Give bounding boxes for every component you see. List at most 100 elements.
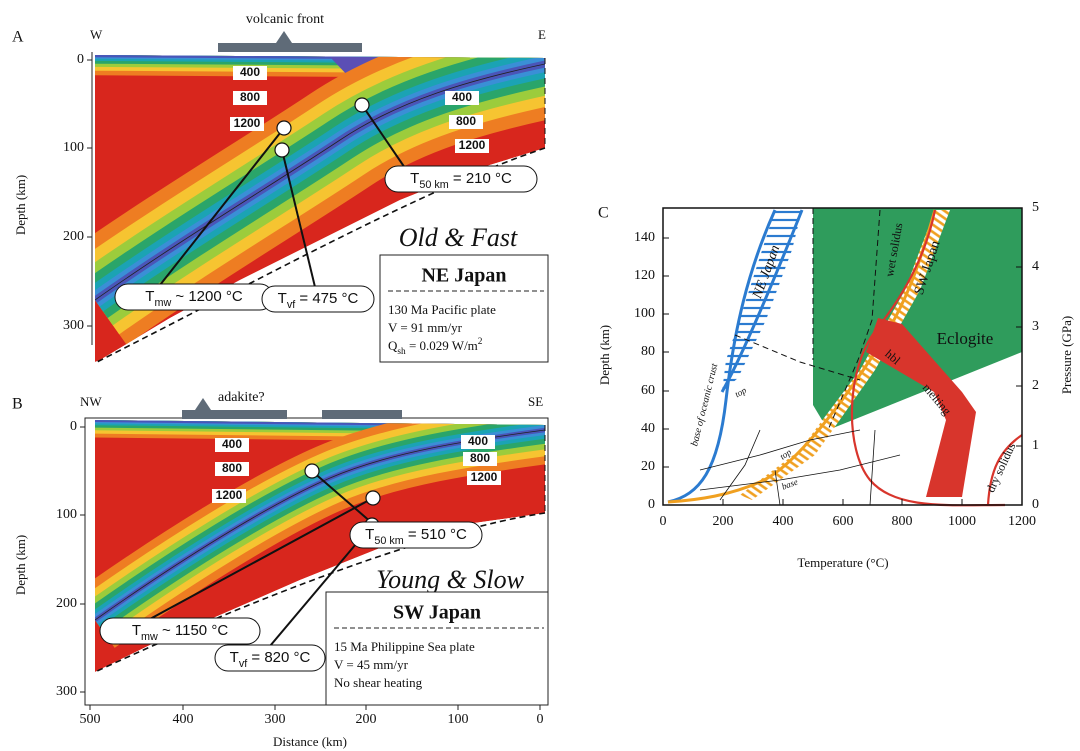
callout-text-part: T <box>278 290 287 307</box>
y-tick-label: 200 <box>63 229 84 244</box>
y2-tick-label: 4 <box>1032 259 1039 274</box>
panel-label: B <box>12 396 23 413</box>
slab-contour-label: 400 <box>452 90 472 104</box>
arc-bar <box>182 410 287 419</box>
x-tick-label: 200 <box>356 712 377 727</box>
region-label: base <box>780 477 799 492</box>
slab-contour-label: 400 <box>468 434 488 448</box>
direction-label: W <box>90 27 103 42</box>
callout-text-part: 50 km <box>374 535 403 547</box>
callout-text-part: = 210 °C <box>449 170 512 187</box>
direction-label: E <box>538 27 546 42</box>
y-tick-label: 300 <box>63 318 84 333</box>
y-axis-label: Depth (km) <box>597 325 612 385</box>
callout-text-part: T <box>132 622 141 639</box>
y-tick-label: 80 <box>641 344 655 359</box>
info-line-part: V = 45 mm/yr <box>334 657 409 672</box>
panel-label: C <box>598 205 609 222</box>
x-tick-label: 1000 <box>948 514 976 529</box>
y2-axis-label: Pressure (GPa) <box>1059 316 1074 394</box>
y-tick-label: 120 <box>634 268 655 283</box>
x-tick-label: 400 <box>173 712 194 727</box>
regime-label: Old & Fast <box>399 223 518 252</box>
y2-tick-label: 5 <box>1032 200 1039 215</box>
y-tick-label: 60 <box>641 383 655 398</box>
y-tick-label: 100 <box>63 140 84 155</box>
callout-text-part: T <box>145 288 154 305</box>
y2-tick-label: 2 <box>1032 378 1039 393</box>
y2-tick-label: 1 <box>1032 438 1039 453</box>
y-tick-label: 100 <box>56 507 77 522</box>
surface-label: adakite? <box>218 390 265 405</box>
y-tick-label: 200 <box>56 596 77 611</box>
arc-marker <box>195 398 211 410</box>
y-tick-label: 300 <box>56 684 77 699</box>
callout-text-part: T <box>410 170 419 187</box>
region-label: top <box>733 385 748 400</box>
callout-text-part: = 510 °C <box>404 526 467 543</box>
y2-tick-label: 3 <box>1032 319 1039 334</box>
info-line: No shear heating <box>334 675 423 690</box>
slab-contour-label: 800 <box>456 114 476 128</box>
y-tick-label: 140 <box>634 230 655 245</box>
info-title: SW Japan <box>393 602 481 624</box>
wedge-contour-label: 1200 <box>234 116 261 130</box>
x-tick-label: 0 <box>537 712 544 727</box>
x-tick-label: 800 <box>892 514 913 529</box>
direction-label: NW <box>80 394 102 409</box>
site-marker <box>355 98 369 112</box>
arc-bar <box>218 43 362 52</box>
site-marker <box>366 491 380 505</box>
slab-contour-label: 1200 <box>459 138 486 152</box>
x-axis-label: Temperature (°C) <box>797 555 888 570</box>
x-tick-label: 400 <box>773 514 794 529</box>
y-tick-label: 100 <box>634 306 655 321</box>
region-label: Eclogite <box>937 329 994 348</box>
y-axis-label: Depth (km) <box>13 535 28 595</box>
ne-japan-base <box>668 210 775 502</box>
info-line-part: 15 Ma Philippine Sea plate <box>334 639 475 654</box>
info-line-part: No shear heating <box>334 675 423 690</box>
info-line-part: 2 <box>478 337 483 347</box>
callout-text-part: = 475 °C <box>295 290 358 307</box>
surface-label: volcanic front <box>246 12 324 27</box>
slab-contour-label: 800 <box>470 451 490 465</box>
figure: AWEvolcanic front0100200300Depth (km)400… <box>0 0 1080 751</box>
y-axis-label: Depth (km) <box>13 175 28 235</box>
callout-text-part: ~ 1150 °C <box>158 622 229 639</box>
callout-text-part: ~ 1200 °C <box>171 288 243 305</box>
callout-text-part: 50 km <box>419 179 448 191</box>
x-tick-label: 600 <box>833 514 854 529</box>
region-label: base of oceanic crust <box>689 362 720 447</box>
callout-text-part: = 820 °C <box>247 649 310 666</box>
info-line: V = 45 mm/yr <box>334 657 409 672</box>
site-marker <box>277 121 291 135</box>
region-label: dry solidus <box>983 440 1018 494</box>
regime-label: Young & Slow <box>376 565 525 594</box>
info-line-part: V = 91 mm/yr <box>388 320 463 335</box>
y-tick-label: 0 <box>77 52 84 67</box>
info-title: NE Japan <box>421 265 506 287</box>
wedge-contour-label: 800 <box>240 90 260 104</box>
info-line: 15 Ma Philippine Sea plate <box>334 639 475 654</box>
info-line-part: = 0.029 W/m <box>406 338 478 353</box>
y2-tick-label: 0 <box>1032 497 1039 512</box>
x-tick-label: 1200 <box>1008 514 1036 529</box>
wedge-contour-label: 1200 <box>216 488 243 502</box>
direction-label: SE <box>528 394 543 409</box>
x-tick-label: 100 <box>448 712 469 727</box>
slab-contour-label: 1200 <box>471 470 498 484</box>
callout-text-part: mw <box>154 297 171 309</box>
info-line: 130 Ma Pacific plate <box>388 302 496 317</box>
y-tick-label: 20 <box>641 459 655 474</box>
site-marker <box>275 143 289 157</box>
arc-bar <box>322 410 402 419</box>
x-tick-label: 0 <box>660 514 667 529</box>
y-tick-label: 0 <box>70 419 77 434</box>
info-line: V = 91 mm/yr <box>388 320 463 335</box>
x-tick-label: 300 <box>265 712 286 727</box>
callout-text-part: mw <box>141 631 158 643</box>
x-tick-label: 200 <box>713 514 734 529</box>
x-axis-label: Distance (km) <box>273 734 347 749</box>
panel-label: A <box>12 29 24 46</box>
